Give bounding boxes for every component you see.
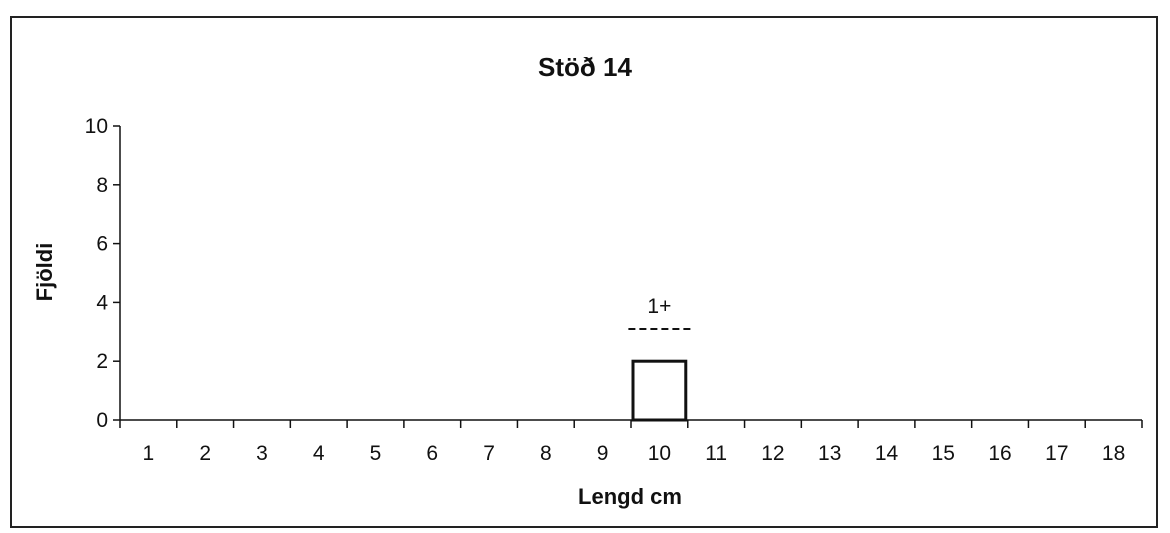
bar	[631, 359, 688, 422]
y-tick-label: 8	[96, 174, 108, 197]
y-tick-label: 10	[85, 115, 108, 138]
x-tick-label: 16	[988, 442, 1011, 465]
x-tick-label: 13	[818, 442, 841, 465]
x-tick-label: 4	[313, 442, 325, 465]
x-tick-label: 18	[1102, 442, 1125, 465]
chart-frame	[10, 16, 1158, 528]
x-tick-label: 8	[540, 442, 552, 465]
x-tick-label: 17	[1045, 442, 1068, 465]
x-tick-label: 1	[143, 442, 155, 465]
x-tick-label: 3	[256, 442, 268, 465]
chart-title: Stöð 14	[538, 52, 632, 82]
y-tick-label: 4	[96, 291, 108, 314]
x-tick-label: 5	[370, 442, 382, 465]
x-tick-label: 10	[648, 442, 671, 465]
y-tick-label: 6	[96, 233, 108, 256]
x-tick-label: 12	[761, 442, 784, 465]
x-tick-label: 9	[597, 442, 609, 465]
x-tick-label: 14	[875, 442, 899, 465]
x-tick-label: 2	[199, 442, 211, 465]
x-tick-label: 6	[426, 442, 438, 465]
x-tick-label: 11	[705, 442, 727, 465]
age-annotation: 1+	[647, 295, 671, 318]
y-tick-label: 0	[96, 409, 108, 432]
x-tick-label: 7	[483, 442, 495, 465]
y-axis-label: Fjöldi	[32, 243, 57, 302]
y-tick-label: 2	[96, 350, 108, 373]
x-tick-label: 15	[932, 442, 955, 465]
x-axis-label: Lengd cm	[578, 484, 682, 509]
